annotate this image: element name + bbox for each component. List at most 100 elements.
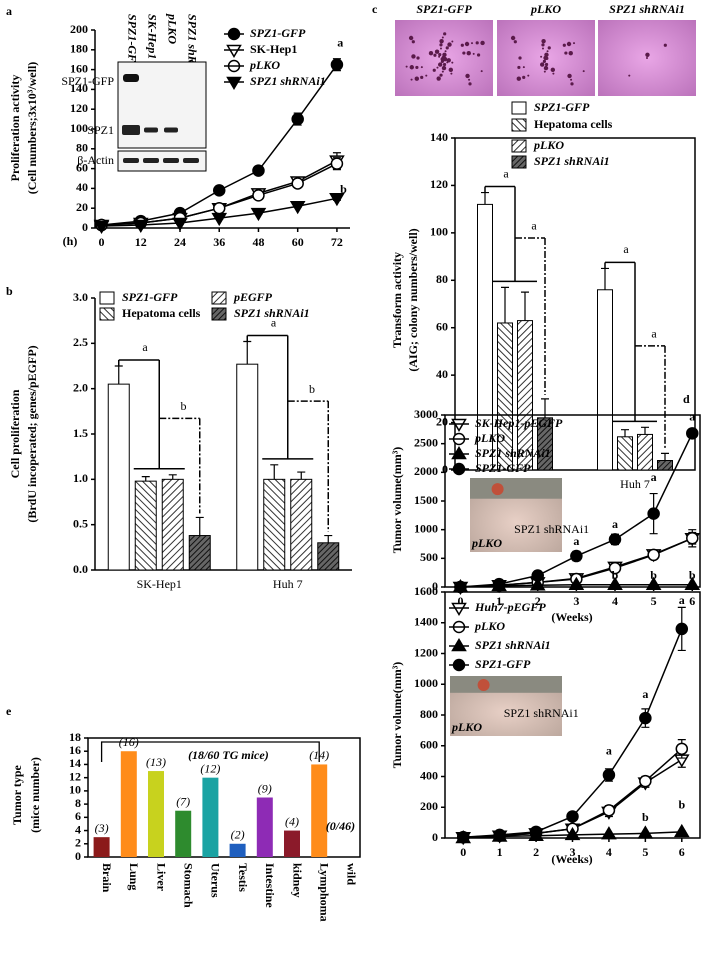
image-label: pLKO	[530, 2, 561, 16]
bar	[107, 383, 130, 571]
annotation: b	[340, 182, 347, 196]
y-tick-label: 180	[70, 42, 88, 56]
y-axis-sublabel: (Cell numbers;3x10³/well)	[25, 62, 39, 195]
marker	[330, 157, 344, 170]
x-tick-label: Brain	[100, 863, 114, 893]
y-tick-label: 0	[75, 849, 81, 863]
legend-label: pLKO	[474, 431, 505, 445]
colony	[545, 56, 549, 60]
band	[123, 74, 139, 82]
y-axis-sublabel: (AIG; colony numbers/well)	[406, 228, 420, 371]
annotation: a	[573, 534, 579, 548]
legend-label: pEGFP	[233, 290, 273, 304]
y-tick-label: 3.0	[73, 290, 88, 304]
marker	[647, 548, 660, 562]
error-bar	[141, 476, 150, 482]
y-tick-label: 14	[69, 756, 81, 770]
colony	[541, 47, 544, 50]
legend-label: Hepatoma cells	[122, 306, 201, 320]
error-bar	[324, 534, 333, 543]
x-axis-label: (Weeks)	[551, 610, 592, 624]
x-tick-label: 1	[497, 845, 503, 859]
band-label: SPZ1	[87, 123, 114, 137]
marker	[686, 427, 699, 440]
x-tick-label: SK-Hep1	[137, 577, 182, 591]
colony	[443, 32, 447, 36]
x-tick-label: 0	[457, 594, 463, 608]
legend-marker	[451, 638, 467, 652]
colony	[541, 43, 545, 47]
y-tick-label: 3000	[414, 407, 438, 421]
colony	[405, 65, 408, 68]
band	[163, 158, 179, 163]
y-tick-label: 100	[70, 121, 88, 135]
error-bar	[168, 474, 177, 480]
y-axis-label: Cell proliferation	[8, 389, 22, 478]
legend-swatch	[511, 118, 527, 132]
legend-swatch	[99, 291, 115, 305]
error-bar	[270, 464, 279, 480]
legend-swatch	[511, 139, 527, 153]
bar	[290, 478, 313, 571]
band-label: SPZ1-GFP	[61, 74, 114, 88]
x-tick-label: 60	[292, 235, 304, 249]
legend-label: SK-Hep1	[250, 42, 297, 56]
x-axis-label: (h)	[63, 234, 78, 248]
bar	[637, 433, 653, 471]
legend-label: SPZ1 shRNAi1	[475, 446, 551, 460]
photo-top	[470, 478, 562, 499]
colony	[516, 76, 522, 81]
colony	[464, 41, 470, 47]
value-label: (4)	[285, 814, 299, 828]
colony	[543, 70, 546, 73]
colony	[439, 47, 442, 50]
colony	[573, 42, 576, 45]
bar	[256, 797, 273, 857]
bar	[317, 542, 340, 571]
colony	[446, 61, 449, 64]
y-tick-label: 2.5	[73, 335, 88, 349]
plot-frame	[454, 137, 696, 471]
marker	[639, 711, 652, 725]
x-tick-label: 4	[606, 845, 612, 859]
legend-marker	[226, 76, 242, 90]
colony	[566, 41, 572, 47]
y-tick-label: 2.0	[73, 380, 88, 394]
colony	[441, 36, 444, 39]
marker	[329, 193, 345, 207]
y-tick-label: 100	[430, 225, 448, 239]
colony	[472, 52, 475, 55]
bar	[148, 771, 164, 857]
value-label: (2)	[231, 828, 245, 842]
marker	[601, 826, 617, 840]
y-tick-label: 60	[76, 160, 88, 174]
y-tick-label: 400	[420, 768, 438, 782]
photo-top	[450, 676, 562, 693]
marker	[454, 580, 467, 594]
bar	[311, 764, 328, 857]
x-tick-label: kidney	[290, 863, 304, 898]
annotation: a	[623, 242, 629, 256]
inset-label: SPZ1 shRNAi1	[514, 522, 589, 536]
error-bar	[641, 426, 649, 435]
colony	[522, 66, 525, 69]
legend-label: SPZ1-GFP	[122, 290, 178, 304]
lane-label: pLKO	[165, 13, 179, 44]
legend-label: pLKO	[249, 58, 280, 72]
legend-swatch	[99, 307, 115, 321]
colony	[543, 65, 549, 71]
x-tick-label: Uterus	[209, 863, 223, 898]
error-bar	[114, 365, 123, 385]
colony	[414, 76, 420, 81]
colony	[546, 50, 549, 53]
annotation: b	[650, 568, 657, 582]
lane-label: SK-Hep1	[145, 14, 159, 59]
marker	[330, 58, 344, 71]
colony	[411, 54, 416, 59]
value-label: (3)	[95, 821, 109, 835]
legend-marker	[451, 418, 467, 432]
error-bar	[501, 286, 509, 323]
bar	[175, 810, 192, 857]
colony	[480, 40, 485, 46]
x-axis-label: (Weeks)	[551, 852, 592, 866]
